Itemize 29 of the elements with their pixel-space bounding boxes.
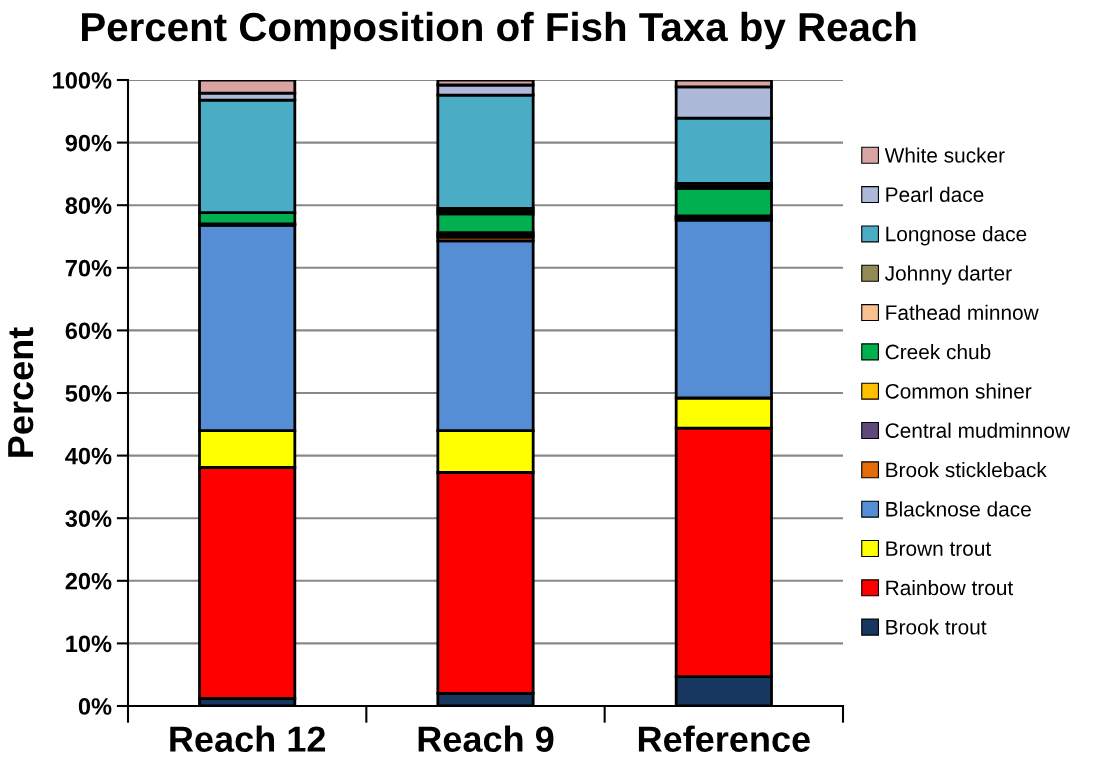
legend-label: Brook stickleback <box>886 461 1047 478</box>
y-tick-label: 90% <box>65 134 112 152</box>
y-tick-label: 80% <box>65 197 112 214</box>
legend-label: Pearl dace <box>886 186 984 203</box>
legend-label: Fathead minnow <box>886 304 1039 320</box>
legend-label: Brown trout <box>886 541 992 556</box>
legend-label: Rainbow trout <box>886 579 1014 596</box>
y-tick-label: 60% <box>65 322 112 340</box>
legend-label: Longnose dace <box>886 226 1027 246</box>
y-tick-label: 100% <box>53 72 112 89</box>
legend-label: Creek chub <box>885 344 991 360</box>
x-tick-label: Reach 9 <box>418 725 554 752</box>
y-tick-label: 20% <box>65 572 112 590</box>
legend-label: Central mudminnow <box>885 422 1070 438</box>
legend-label: Common shiner <box>885 383 1032 399</box>
legend-label: Johnny darter <box>884 265 1012 285</box>
legend-label: White sucker <box>884 147 1005 163</box>
legend-label: Blacknose dace <box>886 501 1031 517</box>
y-tick-label: 70% <box>65 259 112 277</box>
chart-title: Percent Composition of Fish Taxa by Reach <box>82 11 916 50</box>
x-tick-label: Reach 12 <box>170 725 326 752</box>
legend-label: Brook trout <box>886 619 987 635</box>
y-tick-label: 30% <box>65 510 112 528</box>
y-tick-label: 50% <box>65 385 112 402</box>
x-tick-label: Reference <box>638 725 810 752</box>
y-tick-label: 10% <box>66 635 112 653</box>
y-tick-label: 40% <box>65 447 112 465</box>
y-tick-label: 0% <box>78 698 112 715</box>
y-axis-title: Percent <box>8 327 34 457</box>
